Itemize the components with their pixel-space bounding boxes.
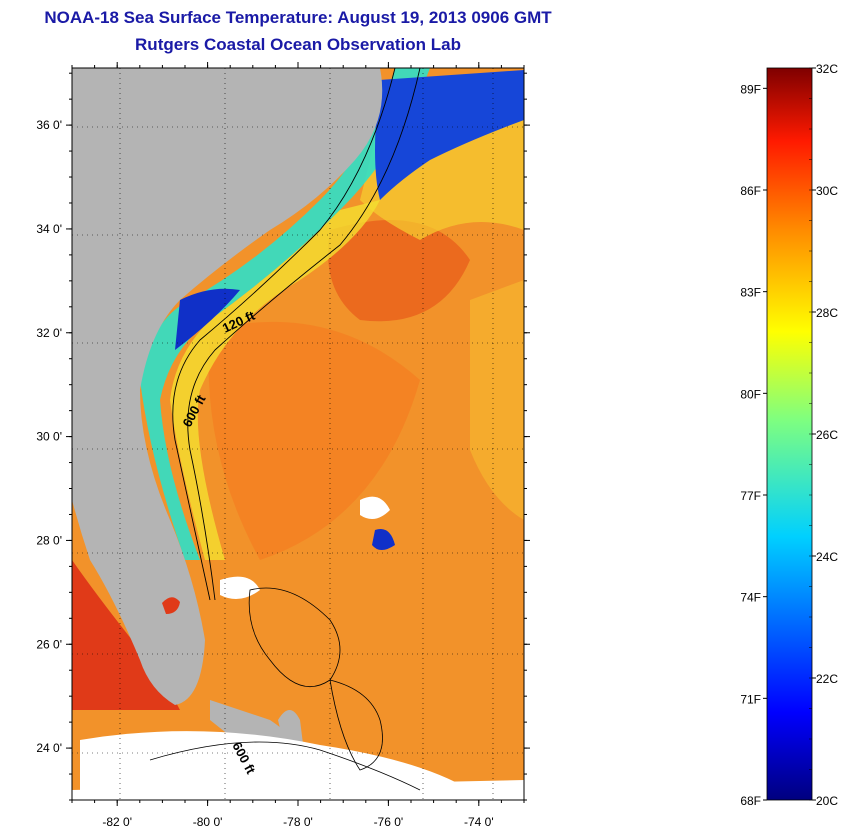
colorbar-f-label: 68F bbox=[740, 794, 761, 808]
colorbar-f-label: 71F bbox=[740, 692, 761, 706]
colorbar-f-label: 77F bbox=[740, 489, 761, 503]
latitude-axis: 36 0' 34 0' 32 0' 30 0' 28 0' 26 0' 24 0' bbox=[36, 72, 530, 801]
contour-600ft-south bbox=[149, 741, 421, 791]
map-subtitle: Rutgers Coastal Ocean Observation Lab bbox=[135, 35, 461, 54]
colorbar-c-label: 26C bbox=[816, 428, 838, 442]
lat-tick-label: 36 0' bbox=[36, 118, 62, 132]
lon-tick-label: -74 0' bbox=[464, 815, 494, 829]
colorbar-c-label: 32C bbox=[816, 62, 838, 76]
longitude-axis: -82 0' -80 0' -78 0' -76 0' -74 0' bbox=[71, 62, 525, 829]
colorbar-f-label: 80F bbox=[740, 387, 761, 401]
cloud-patch-1 bbox=[360, 496, 390, 519]
lake-okeechobee bbox=[162, 597, 180, 614]
colorbar-ticks: 32C 30C 28C 26C 24C 22C 20C 89F 86F 83F 80F 77F 74F 7… bbox=[740, 62, 838, 808]
warm-patch-south bbox=[208, 321, 420, 560]
bahamas-bank-2 bbox=[329, 679, 383, 771]
lon-tick-label: -82 0' bbox=[102, 815, 132, 829]
lat-tick-label: 24 0' bbox=[36, 741, 62, 755]
lat-tick-label: 32 0' bbox=[36, 326, 62, 340]
sst-image: 120 ft 600 ft 600 ft bbox=[72, 68, 524, 800]
cloud-cover-south bbox=[80, 731, 470, 800]
lon-tick-label: -80 0' bbox=[193, 815, 223, 829]
colorbar-c-label: 20C bbox=[816, 794, 838, 808]
warm-patch bbox=[328, 220, 470, 322]
colorbar-f-label: 74F bbox=[740, 591, 761, 605]
colorbar-f-label: 83F bbox=[740, 286, 761, 300]
coastal-yellow-band bbox=[170, 200, 380, 560]
grid-lines bbox=[72, 68, 524, 800]
cold-spot-1 bbox=[372, 529, 395, 550]
yellow-east-band bbox=[470, 280, 524, 520]
colorbar-c-label: 30C bbox=[816, 184, 838, 198]
cold-upwelling-sc bbox=[175, 288, 240, 350]
colorbar-f-label: 89F bbox=[740, 82, 761, 96]
colorbar-c-label: 24C bbox=[816, 550, 838, 564]
colorbar-f-label: 86F bbox=[740, 184, 761, 198]
coastal-cool-band bbox=[140, 68, 430, 560]
lat-tick-label: 28 0' bbox=[36, 533, 62, 547]
colorbar bbox=[766, 67, 813, 801]
colorbar-c-label: 22C bbox=[816, 672, 838, 686]
lon-tick-label: -76 0' bbox=[374, 815, 404, 829]
contour-120ft bbox=[172, 68, 396, 601]
cold-upwelling-nc bbox=[375, 70, 524, 200]
contour-600ft bbox=[187, 68, 421, 601]
lon-tick-label: -78 0' bbox=[283, 815, 313, 829]
lat-tick-label: 26 0' bbox=[36, 637, 62, 651]
lat-tick-label: 30 0' bbox=[36, 430, 62, 444]
colorbar-c-label: 28C bbox=[816, 306, 838, 320]
land-mainland bbox=[72, 68, 383, 705]
map-title: NOAA-18 Sea Surface Temperature: August … bbox=[44, 8, 552, 27]
lat-tick-label: 34 0' bbox=[36, 222, 62, 236]
